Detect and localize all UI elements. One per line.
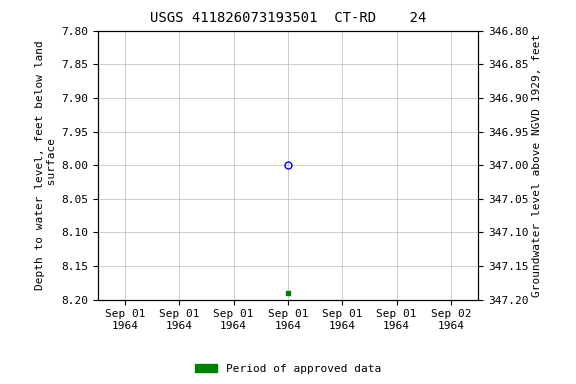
Legend: Period of approved data: Period of approved data	[191, 359, 385, 379]
Title: USGS 411826073193501  CT-RD    24: USGS 411826073193501 CT-RD 24	[150, 12, 426, 25]
Y-axis label: Groundwater level above NGVD 1929, feet: Groundwater level above NGVD 1929, feet	[532, 33, 543, 297]
Y-axis label: Depth to water level, feet below land
 surface: Depth to water level, feet below land su…	[36, 40, 57, 290]
